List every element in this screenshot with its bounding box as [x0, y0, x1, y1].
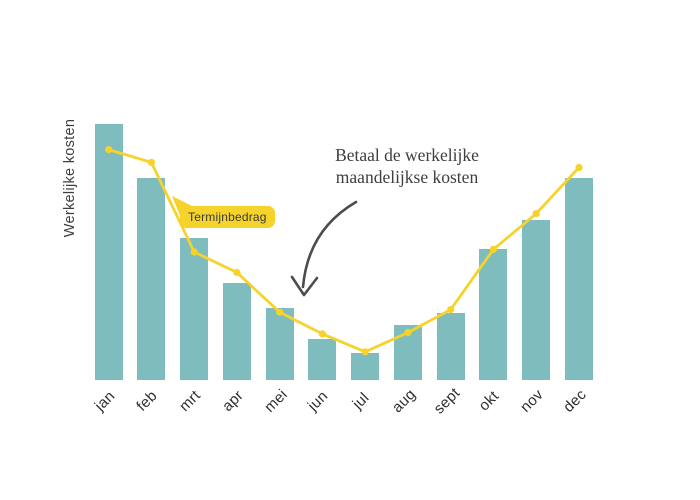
termijnbedrag-line [108, 148, 581, 354]
bar-dec [565, 177, 593, 380]
line-marker-feb [147, 158, 155, 166]
line-marker-mrt [190, 248, 198, 256]
bar-okt [479, 249, 508, 380]
bar-mrt [180, 237, 209, 380]
line-marker-apr [233, 268, 241, 277]
line-marker-dec [575, 163, 583, 172]
line-marker-jan [105, 146, 113, 154]
line-marker-nov [532, 210, 540, 218]
line-marker-jun [318, 330, 326, 338]
annotation-arrow [301, 200, 358, 289]
bar-jan [94, 124, 123, 380]
annotation-arrowhead [290, 275, 319, 297]
line-marker-jul [361, 348, 369, 356]
bar-feb [137, 177, 166, 380]
bar-apr [222, 282, 251, 380]
bar-jun [308, 339, 337, 380]
line-marker-aug [404, 329, 412, 337]
line-marker-mei [276, 308, 284, 316]
bar-mei [265, 308, 294, 380]
bar-nov [522, 220, 551, 380]
line-marker-okt [489, 245, 497, 253]
bar-sept [436, 313, 465, 380]
annotation-text: Betaal de werkelijke maandelijkse kosten [335, 145, 479, 187]
termijnbedrag-line-group [105, 146, 583, 356]
line-marker-sept [447, 306, 455, 314]
line-callout-label: Termijnbedrag [180, 206, 275, 228]
bar-jul [351, 353, 380, 380]
